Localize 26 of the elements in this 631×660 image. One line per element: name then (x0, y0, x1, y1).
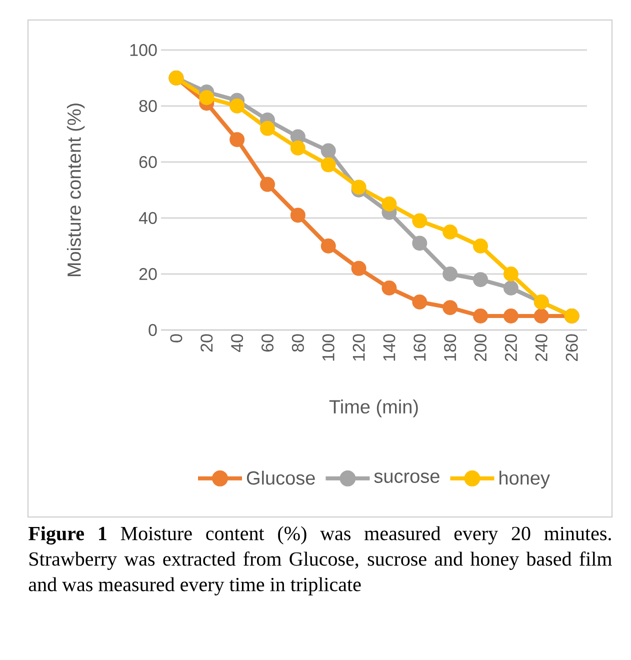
y-tick-label: 20 (139, 268, 157, 280)
x-tick-label: 140 (383, 334, 396, 361)
x-tick-label: 60 (261, 334, 274, 352)
x-tick-label: 20 (200, 334, 213, 352)
y-tick-label: 60 (139, 156, 157, 168)
x-axis-title: Time (min) (329, 400, 418, 418)
y-axis-title: Moisture content (%) (66, 104, 85, 276)
x-tick-label: 0 (170, 334, 182, 342)
y-tick-label: 0 (148, 324, 157, 336)
legend-label: sucrose (374, 472, 440, 483)
x-tick-label: 220 (504, 334, 517, 362)
x-tick-label: 240 (535, 334, 548, 362)
y-tick-label: 100 (130, 44, 157, 56)
x-tick-label: 100 (322, 334, 334, 361)
y-tick-label: 40 (138, 212, 157, 224)
x-tick-label: 80 (292, 334, 304, 352)
legend-label: honey (500, 470, 550, 488)
legend-label: Glucose (246, 470, 315, 485)
x-tick-label: 260 (566, 334, 578, 362)
x-tick-label: 160 (414, 334, 426, 361)
y-tick-label: 80 (139, 100, 157, 112)
text: Figure 1 Moisture content (%) was measured every 20 minutes. Strawberry was extracted from Glucose, sucrose and honey based film and was measured every time in triplicate (28, 526, 612, 596)
x-tick-label: 120 (352, 334, 365, 361)
x-tick-label: 40 (231, 334, 244, 352)
x-tick-label: 180 (444, 334, 456, 361)
x-tick-label: 200 (474, 334, 487, 362)
